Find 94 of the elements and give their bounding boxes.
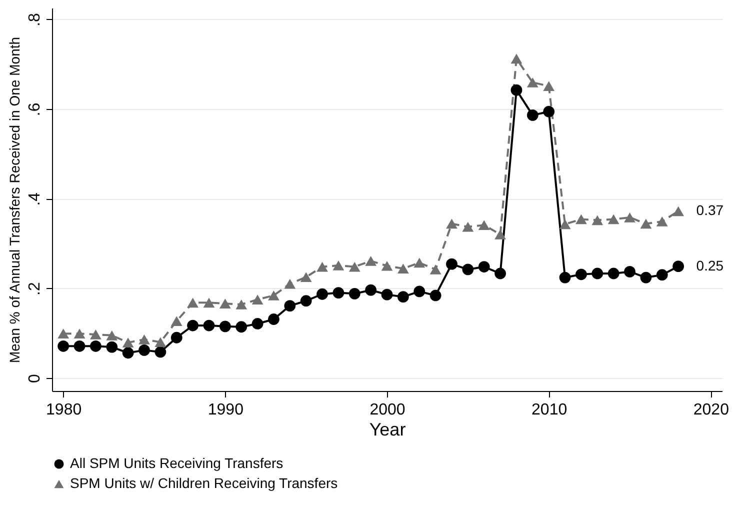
point: [608, 268, 620, 280]
point: [316, 262, 328, 272]
point: [170, 316, 182, 326]
point: [252, 318, 264, 330]
point: [348, 262, 360, 272]
legend-label: All SPM Units Receiving Transfers: [70, 455, 284, 471]
x-tick-label: 1990: [208, 402, 244, 418]
point: [526, 78, 538, 88]
point: [348, 288, 360, 300]
point: [526, 109, 538, 121]
legend-label: SPM Units w/ Children Receiving Transfers: [70, 475, 338, 491]
point: [58, 340, 70, 352]
point: [414, 286, 426, 298]
point: [381, 288, 393, 300]
point: [219, 320, 231, 332]
point: [90, 340, 102, 352]
x-tick-label: 2000: [370, 402, 406, 418]
point: [138, 334, 150, 344]
point: [543, 81, 555, 91]
point: [510, 54, 522, 64]
point: [397, 291, 409, 303]
point: [559, 219, 571, 230]
point: [268, 290, 280, 300]
point: [106, 341, 118, 353]
point: [332, 287, 344, 298]
point: [592, 215, 604, 226]
annotation: 0.37: [696, 202, 724, 218]
point: [284, 300, 296, 312]
point: [203, 298, 215, 308]
point: [187, 320, 198, 332]
point: [462, 222, 474, 232]
point: [236, 321, 248, 333]
point: [252, 294, 264, 304]
point: [592, 268, 604, 280]
y-tick-label: .2: [26, 282, 44, 296]
point: [106, 330, 118, 340]
point: [332, 260, 344, 270]
point: [543, 106, 555, 118]
point: [284, 278, 296, 289]
point: [656, 269, 668, 281]
x-axis-title: Year: [369, 420, 406, 440]
point: [268, 314, 280, 325]
point: [74, 340, 86, 352]
point: [300, 272, 312, 282]
point: [576, 268, 587, 280]
point: [446, 258, 458, 270]
point: [446, 218, 458, 229]
point: [365, 256, 377, 266]
point: [365, 284, 377, 296]
y-axis-title: Mean % of Annual Transfers Received in One Month: [6, 36, 22, 364]
x-tick-label: 2010: [532, 402, 568, 418]
point: [122, 338, 134, 348]
point: [608, 214, 620, 224]
point: [236, 300, 248, 310]
point: [624, 266, 636, 278]
point: [300, 295, 312, 307]
point: [58, 328, 70, 339]
point: [478, 261, 490, 272]
point: [203, 320, 215, 332]
point: [74, 328, 86, 339]
y-tick-label: .4: [26, 192, 44, 206]
point: [624, 212, 636, 222]
point: [494, 230, 506, 240]
point: [90, 330, 102, 340]
point: [219, 298, 231, 308]
point: [559, 272, 571, 284]
point: [122, 347, 134, 359]
point: [656, 216, 668, 226]
point: [672, 260, 684, 272]
point: [316, 288, 328, 300]
y-tick-label: .8: [26, 12, 44, 26]
point: [381, 260, 393, 271]
annotation: 0.25: [696, 257, 724, 274]
point: [138, 344, 150, 356]
x-tick-label: 2020: [693, 402, 730, 418]
x-tick-label: 1980: [46, 402, 82, 418]
point: [510, 84, 522, 96]
point: [187, 298, 198, 308]
point: [414, 258, 426, 268]
point: [640, 272, 652, 284]
point: [397, 264, 409, 274]
point: [154, 337, 166, 348]
point: [672, 206, 684, 216]
point: [154, 346, 166, 358]
point: [478, 220, 490, 230]
point: [640, 218, 652, 229]
point: [170, 332, 182, 344]
point: [462, 264, 474, 276]
y-tick-label: .6: [26, 102, 44, 116]
point: [430, 290, 442, 302]
point: [576, 214, 587, 224]
y-tick-label: 0: [26, 374, 44, 383]
point: [494, 268, 506, 280]
point: [430, 264, 442, 274]
